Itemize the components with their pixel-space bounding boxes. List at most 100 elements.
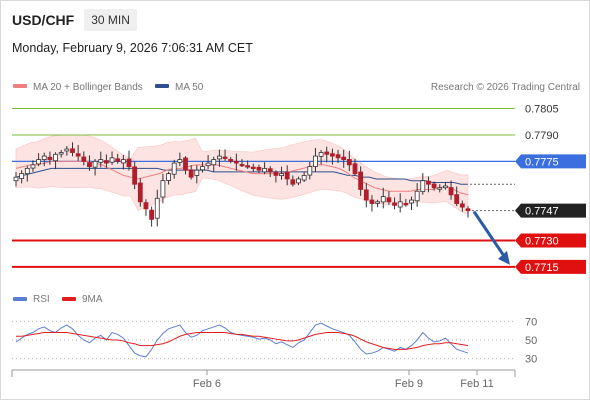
candle-body bbox=[341, 156, 347, 160]
level-label-resistance: 0.7805 bbox=[525, 104, 559, 116]
candle-body bbox=[149, 209, 155, 220]
level-label-pivot: 0.7775 bbox=[525, 156, 559, 168]
candle-body bbox=[313, 155, 318, 167]
candles bbox=[13, 142, 471, 227]
candle-body bbox=[363, 189, 369, 201]
candle-body bbox=[352, 163, 358, 175]
rsi-tick-label: 50 bbox=[525, 335, 537, 347]
candle-body bbox=[414, 190, 420, 202]
level-tag-support bbox=[515, 259, 586, 274]
candle-body bbox=[420, 180, 426, 193]
symbol-label: USD/CHF bbox=[12, 12, 75, 28]
price-levels bbox=[12, 108, 515, 268]
level-label-resistance: 0.7790 bbox=[525, 130, 559, 142]
candle-body bbox=[431, 183, 437, 189]
ma50-legend-label: MA 50 bbox=[175, 82, 204, 93]
candle-body bbox=[284, 171, 290, 180]
rsi-panel: 70 50 30 bbox=[12, 316, 537, 366]
candle-body bbox=[30, 164, 36, 169]
candle-body bbox=[380, 196, 386, 203]
x-axis-tick-label: Feb 6 bbox=[193, 378, 221, 390]
candle-body bbox=[137, 182, 143, 203]
candle-body bbox=[267, 168, 273, 173]
candle-body bbox=[154, 197, 160, 219]
candle-body bbox=[329, 153, 335, 157]
candle-body bbox=[183, 157, 188, 171]
candle-body bbox=[64, 148, 70, 152]
rsi-tick-label: 70 bbox=[525, 316, 537, 328]
ma20-legend-swatch bbox=[13, 84, 27, 88]
candle-body bbox=[454, 194, 460, 204]
candle-body bbox=[81, 156, 87, 162]
candle-body bbox=[448, 187, 454, 196]
x-axis: Feb 6 Feb 9 Feb 11 bbox=[11, 369, 516, 390]
candle-body bbox=[171, 162, 177, 175]
candle-body bbox=[392, 202, 397, 206]
ma20-legend-label: MA 20 + Bollinger Bands bbox=[33, 82, 143, 93]
level-tags: 0.7805 0.7790 0.7775 0.7747 0.7730 0.7715 bbox=[515, 104, 586, 274]
forecast-arrow-head bbox=[498, 250, 510, 265]
candle-body bbox=[245, 165, 251, 168]
candle-body bbox=[120, 159, 126, 164]
candle-body bbox=[109, 157, 115, 163]
candle-body bbox=[279, 173, 284, 176]
candle-body bbox=[211, 159, 217, 166]
candle-body bbox=[403, 203, 409, 206]
candle-body bbox=[290, 179, 296, 185]
candle-body bbox=[442, 185, 448, 189]
candle-body bbox=[437, 187, 443, 190]
ma50-line bbox=[15, 167, 468, 185]
candle-body bbox=[228, 159, 234, 162]
candle-body bbox=[250, 166, 256, 170]
candle-body bbox=[375, 201, 381, 204]
level-label-support: 0.7715 bbox=[525, 262, 559, 274]
candle-body bbox=[19, 173, 25, 179]
candle-body bbox=[459, 203, 465, 208]
candle-body bbox=[386, 197, 392, 203]
candle-body bbox=[465, 208, 471, 212]
candle-body bbox=[188, 169, 194, 178]
timestamp: Monday, February 9, 2026 7:06:31 AM CET bbox=[12, 41, 253, 55]
candle-body bbox=[36, 159, 41, 165]
candle-body bbox=[318, 152, 324, 157]
timeframe-badge[interactable]: 30 MIN bbox=[84, 9, 137, 31]
candle-body bbox=[256, 166, 262, 171]
candle-body bbox=[426, 180, 431, 185]
ma50-legend-swatch bbox=[155, 84, 169, 88]
candle-body bbox=[53, 153, 58, 162]
candle-body bbox=[92, 160, 98, 168]
candle-body bbox=[75, 153, 81, 157]
rsi-legend-swatch bbox=[13, 297, 27, 301]
candle-body bbox=[324, 151, 330, 155]
candle-body bbox=[70, 148, 75, 153]
level-tag-pivot bbox=[515, 154, 586, 169]
level-tag-current bbox=[515, 203, 586, 218]
candle-body bbox=[262, 167, 268, 173]
candle-body bbox=[239, 163, 245, 167]
candle-body bbox=[358, 171, 364, 190]
candle-body bbox=[87, 162, 92, 168]
forecast-arrow-shaft bbox=[472, 210, 508, 260]
candle-body bbox=[369, 199, 375, 204]
x-axis-tick-label: Feb 11 bbox=[460, 378, 493, 390]
candle-body bbox=[143, 202, 149, 210]
candle-body bbox=[200, 166, 205, 171]
chart-header: USD/CHF 30 MIN bbox=[12, 8, 137, 32]
candle-body bbox=[47, 156, 53, 160]
candle-body bbox=[24, 167, 30, 175]
candle-body bbox=[160, 180, 166, 198]
candle-body bbox=[301, 175, 307, 181]
candle-body bbox=[41, 155, 47, 160]
candle-body bbox=[13, 176, 19, 182]
candle-body bbox=[307, 166, 313, 176]
candle-body bbox=[216, 155, 222, 160]
candle-body bbox=[98, 159, 104, 163]
candle-body bbox=[166, 173, 171, 181]
candle-body bbox=[296, 178, 301, 184]
level-tag-support bbox=[515, 233, 586, 248]
forecast-arrow bbox=[472, 210, 510, 265]
candle-body bbox=[346, 159, 352, 166]
rsi-ma-legend-swatch bbox=[62, 297, 76, 301]
candle-body bbox=[126, 158, 132, 168]
